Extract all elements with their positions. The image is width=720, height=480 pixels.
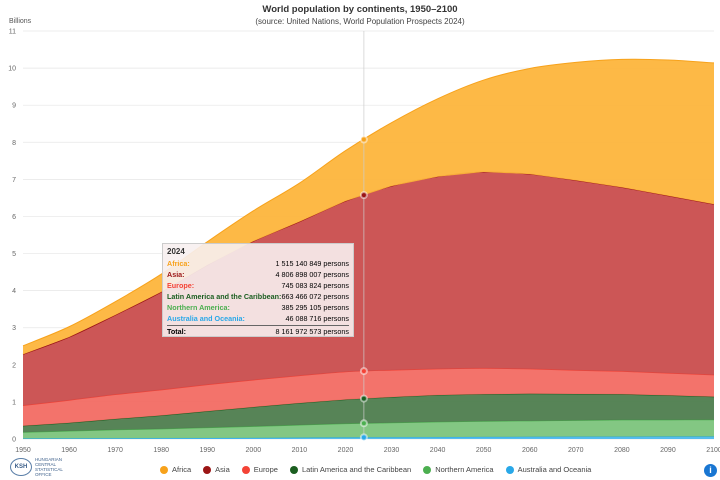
y-tick-label: 9 [12,103,16,110]
tooltip: 2024 Africa: 1 515 140 849 persons Asia: 4 … [162,243,354,337]
tooltip-value: 1 515 140 849 persons [275,259,349,268]
x-tick-label: 2040 [430,447,446,454]
series-line [22,58,715,347]
tooltip-row: Africa: 1 515 140 849 persons [167,258,349,269]
x-tick-label: 2080 [614,447,630,454]
tooltip-year: 2024 [167,247,185,256]
chart-title: World population by continents, 1950–210… [262,4,458,15]
legend-dot-icon [505,465,514,474]
legend-dot-icon [289,465,298,474]
x-tick-label: 1990 [199,447,215,454]
total-label: Total: [167,327,187,336]
y-tick-label: 1 [12,399,16,406]
x-tick-label: 2100 [706,447,720,454]
ksh-logo: KSH HUNGARIAN CENTRAL STATISTICAL OFFICE [10,457,69,477]
tooltip-label: Northern America: [167,303,230,312]
x-tick-label: 2070 [568,447,584,454]
area-europe[interactable] [23,368,714,426]
legend-item[interactable]: Africa [160,465,191,474]
legend-item[interactable]: Northern America [423,465,494,474]
y-tick-label: 4 [12,288,16,295]
area-africa[interactable] [23,59,714,355]
legend-dot-icon [423,465,432,474]
tooltip-label: Australia and Oceania: [167,314,245,323]
y-tick-label: 3 [12,325,16,332]
legend-item[interactable]: Asia [203,465,230,474]
hover-marker [359,433,368,442]
tooltip-value: 46 088 716 persons [285,314,349,323]
tooltip-value: 663 466 072 persons [281,292,349,301]
y-tick-label: 7 [12,177,16,184]
x-tick-label: 1970 [107,447,123,454]
tooltip-row: Latin America and the Caribbean: 663 466 … [167,291,349,302]
legend-item[interactable]: Latin America and the Caribbean [289,465,412,474]
y-tick-label: 6 [12,214,16,221]
legend-dot-icon [203,465,212,474]
x-tick-label: 2090 [660,447,676,454]
legend-label: Latin America and the Caribbean [301,465,412,474]
x-tick-label: 2010 [292,447,308,454]
y-tick-label: 8 [12,140,16,147]
x-tick-label: 1960 [61,447,77,454]
legend-label: Asia [215,465,230,474]
legend-label: Africa [172,465,192,474]
total-value: 8 161 972 573 persons [275,327,349,336]
tooltip-row: Europe: 745 083 824 persons [167,280,349,291]
tooltip-value: 745 083 824 persons [281,281,349,290]
legend-item[interactable]: Australia and Oceania [505,465,592,474]
info-icon[interactable]: i [704,464,717,477]
area-latin-america-and-the-caribbean[interactable] [23,393,714,433]
tooltip-label: Europe: [167,281,195,290]
hover-marker [359,367,368,376]
hover-marker [359,394,368,403]
y-tick-label: 2 [12,362,16,369]
area-northern-america[interactable] [23,419,714,439]
tooltip-row: Northern America: 385 295 105 persons [167,302,349,313]
x-tick-label: 1980 [153,447,169,454]
x-tick-label: 2020 [338,447,354,454]
x-tick-label: 2000 [246,447,262,454]
tooltip-label: Latin America and the Caribbean: [167,292,282,301]
logo-mark: KSH [10,458,32,476]
area-asia[interactable] [23,171,714,406]
tooltip-label: Asia: [167,270,185,279]
hover-marker [359,191,368,200]
y-axis-label: Billions [9,18,32,25]
tooltip-label: Africa: [167,259,190,268]
x-tick-label: 2030 [384,447,400,454]
legend-dot-icon [241,465,250,474]
hover-marker [359,419,368,428]
x-tick-label: 2050 [476,447,492,454]
chart-subtitle: (source: United Nations, World Populatio… [255,17,465,26]
x-tick-label: 2060 [522,447,538,454]
legend-dot-icon [160,465,168,474]
tooltip-total: Total: 8 161 972 573 persons [167,325,349,337]
y-tick-label: 11 [9,29,16,36]
tooltip-value: 4 806 898 007 persons [275,270,349,279]
x-tick-label: 1950 [15,447,31,454]
y-tick-label: 10 [8,66,16,73]
y-tick-label: 0 [12,437,16,444]
tooltip-value: 385 295 105 persons [281,303,349,312]
legend: Africa Asia Europe Latin America and the Ca… [160,465,591,474]
legend-item[interactable]: Europe [241,465,278,474]
logo-text: HUNGARIAN CENTRAL STATISTICAL OFFICE [35,457,63,477]
hover-marker [359,135,368,144]
tooltip-row: Australia and Oceania: 46 088 716 persons [167,313,349,324]
y-tick-label: 5 [12,251,16,258]
legend-label: Europe [253,465,278,474]
tooltip-row: Asia: 4 806 898 007 persons [167,269,349,280]
legend-label: Australia and Oceania [517,465,592,474]
area-chart[interactable]: 0 1 2 3 4 5 6 7 8 9 10 11 1950 1960 1970 1980 1990 2000 20… [0,0,720,460]
legend-label: Northern America [435,465,494,474]
